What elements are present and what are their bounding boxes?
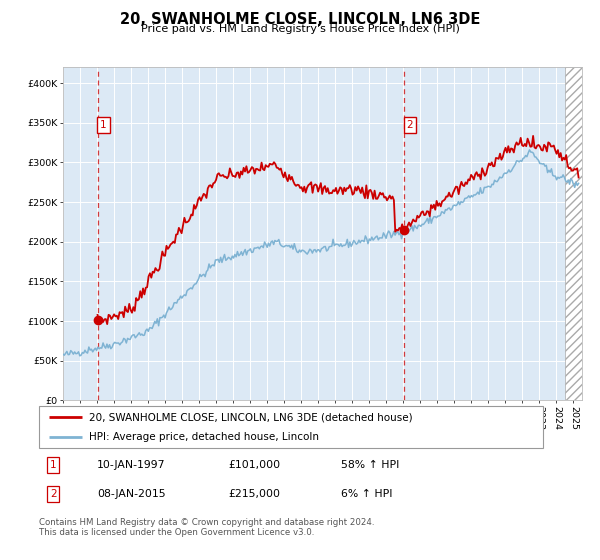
Text: 08-JAN-2015: 08-JAN-2015	[97, 489, 166, 498]
Text: 20, SWANHOLME CLOSE, LINCOLN, LN6 3DE (detached house): 20, SWANHOLME CLOSE, LINCOLN, LN6 3DE (d…	[89, 412, 413, 422]
Text: 10-JAN-1997: 10-JAN-1997	[97, 460, 166, 470]
Text: This data is licensed under the Open Government Licence v3.0.: This data is licensed under the Open Gov…	[39, 529, 314, 538]
Text: 6% ↑ HPI: 6% ↑ HPI	[341, 489, 393, 498]
Text: HPI: Average price, detached house, Lincoln: HPI: Average price, detached house, Linc…	[89, 432, 319, 442]
FancyBboxPatch shape	[39, 406, 543, 448]
Text: £101,000: £101,000	[228, 460, 280, 470]
Text: 1: 1	[100, 120, 107, 130]
Text: 1: 1	[50, 460, 56, 470]
Bar	[565, 67, 582, 400]
Text: 2: 2	[50, 489, 56, 498]
Text: 58% ↑ HPI: 58% ↑ HPI	[341, 460, 400, 470]
Bar	[565, 67, 582, 400]
Text: 2: 2	[406, 120, 413, 130]
Text: 20, SWANHOLME CLOSE, LINCOLN, LN6 3DE: 20, SWANHOLME CLOSE, LINCOLN, LN6 3DE	[120, 12, 480, 27]
Text: £215,000: £215,000	[228, 489, 280, 498]
Text: Price paid vs. HM Land Registry's House Price Index (HPI): Price paid vs. HM Land Registry's House …	[140, 24, 460, 34]
Text: Contains HM Land Registry data © Crown copyright and database right 2024.: Contains HM Land Registry data © Crown c…	[39, 519, 374, 528]
